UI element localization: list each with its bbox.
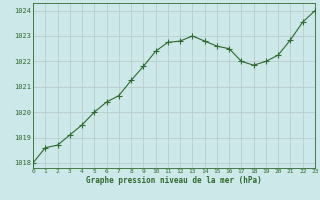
X-axis label: Graphe pression niveau de la mer (hPa): Graphe pression niveau de la mer (hPa) (86, 176, 262, 185)
